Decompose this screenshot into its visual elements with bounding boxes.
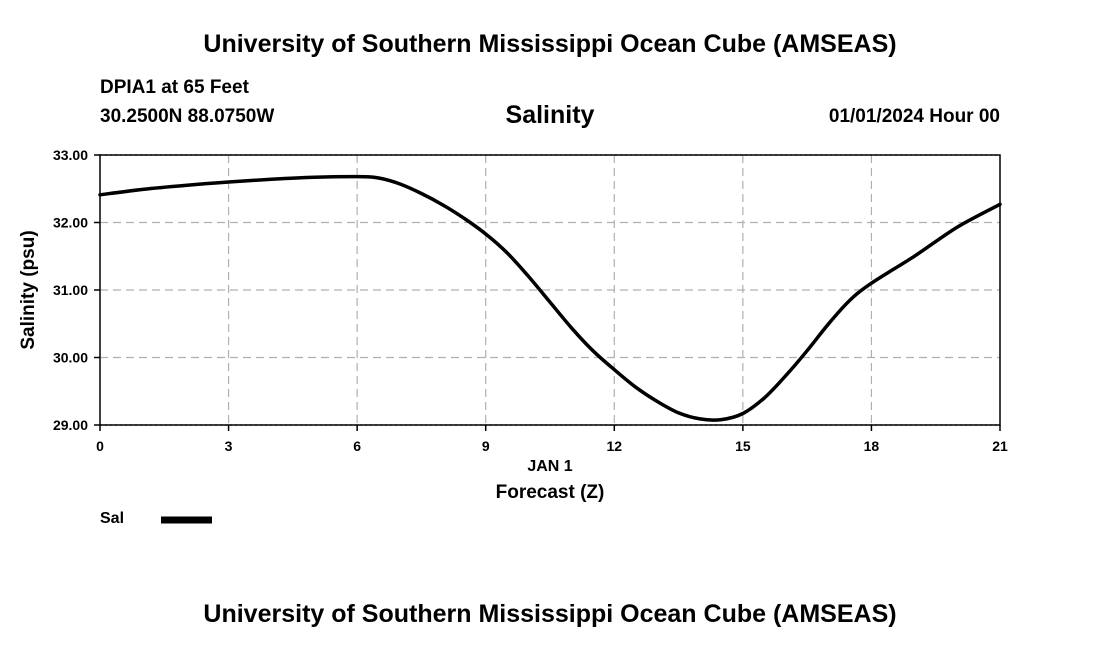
x-tick-label: 0 [96, 438, 104, 454]
station-label: DPIA1 at 65 Feet [100, 77, 249, 98]
y-tick-labels: 29.00 30.00 31.00 32.00 33.00 [53, 147, 88, 433]
x-axis-date-label: JAN 1 [527, 458, 573, 475]
legend-label: Sal [100, 510, 125, 527]
y-tick-label: 31.00 [53, 282, 88, 298]
salinity-series-line [98, 174, 1002, 422]
x-tick-labels: 0 3 6 9 12 15 18 21 [96, 438, 1008, 454]
y-tick-label: 29.00 [53, 417, 88, 433]
x-tick-label: 9 [482, 438, 490, 454]
y-axis-label: Salinity (psu) [18, 230, 39, 349]
x-tick-label: 12 [606, 438, 622, 454]
y-tick-label: 33.00 [53, 147, 88, 163]
datetime-label: 01/01/2024 Hour 00 [828, 106, 1000, 127]
chart-title-bottom: University of Southern Mississippi Ocean… [203, 600, 897, 628]
y-tick-label: 32.00 [53, 215, 88, 231]
x-tick-label: 15 [735, 438, 751, 454]
x-tick-label: 18 [864, 438, 880, 454]
x-tick-label: 6 [353, 438, 361, 454]
plot-frame [99, 154, 1001, 426]
tick-marks [94, 154, 1001, 431]
y-tick-label: 30.00 [53, 350, 88, 366]
chart-title-top: University of Southern Mississippi Ocean… [203, 30, 897, 58]
x-tick-label: 3 [225, 438, 233, 454]
x-axis-label: Forecast (Z) [495, 482, 605, 503]
coordinates-label: 30.2500N 88.0750W [100, 106, 275, 127]
x-tick-label: 21 [992, 438, 1008, 454]
grid [100, 154, 1000, 426]
chart-title: Salinity [505, 101, 595, 129]
